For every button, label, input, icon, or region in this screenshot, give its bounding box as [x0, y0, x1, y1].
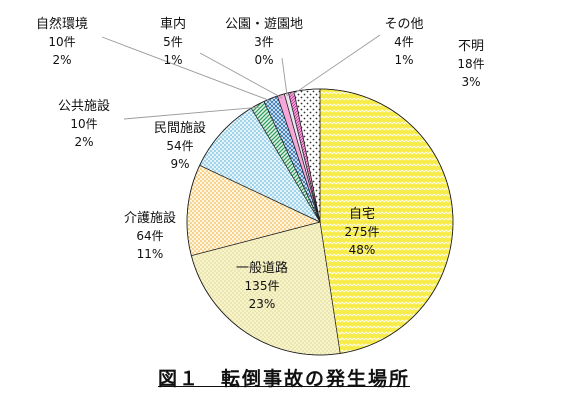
slice-label: 自宅 275件 48% — [345, 207, 380, 257]
slice-label-name: その他 — [384, 17, 423, 32]
slice-label-count: 64件 — [136, 229, 163, 243]
slice-label-count: 54件 — [166, 139, 193, 153]
leader-line — [199, 52, 282, 99]
slice-label-name: 民間施設 — [154, 120, 206, 136]
slice-label-percent: 3% — [461, 75, 480, 89]
slice-label: 車内 5件 1% — [160, 16, 186, 67]
slice-label: 不明 18件 3% — [457, 39, 484, 89]
slice-label-percent: 9% — [170, 157, 189, 171]
slice-label-name: 自然環境 — [36, 16, 88, 32]
slice-label-percent: 1% — [394, 53, 413, 67]
slice-label-count: 10件 — [70, 117, 97, 131]
slice-label-percent: 23% — [249, 297, 276, 311]
slice-label-name: 公園・遊園地 — [225, 17, 303, 32]
slice-label-percent: 1% — [163, 53, 182, 67]
leader-line — [281, 57, 288, 97]
slice-label-percent: 48% — [349, 243, 376, 257]
leader-line — [291, 34, 381, 96]
leader-line — [123, 106, 259, 120]
slice-label: 公園・遊園地 3件 0% — [225, 17, 303, 67]
leader-line — [101, 36, 272, 102]
slice-label-name: 車内 — [160, 16, 186, 32]
slice-label-percent: 2% — [52, 53, 71, 67]
slice-label-count: 135件 — [245, 279, 280, 293]
slice-label-count: 275件 — [345, 225, 380, 239]
pie-outline — [186, 88, 454, 356]
slice-label-count: 4件 — [394, 35, 414, 49]
slice-label-name: 一般道路 — [236, 260, 288, 276]
slice-label-name: 不明 — [458, 39, 484, 54]
slice-label: 介護施設 64件 11% — [124, 210, 176, 261]
slice-label: 民間施設 54件 9% — [154, 120, 206, 171]
slice-label-count: 3件 — [254, 35, 274, 49]
figure-caption: 図１ 転倒事故の発生場所 — [157, 368, 410, 390]
slice-label: 自然環境 10件 2% — [36, 16, 88, 67]
slice-label-name: 公共施設 — [58, 98, 110, 114]
slice-label-name: 自宅 — [349, 207, 375, 222]
slice-label-percent: 0% — [254, 53, 273, 67]
slice-label-percent: 11% — [137, 247, 164, 261]
slice-label-percent: 2% — [74, 135, 93, 149]
slice-label-count: 5件 — [163, 35, 183, 49]
slice-label: 公共施設 10件 2% — [58, 98, 110, 149]
slice-label: その他 4件 1% — [384, 17, 423, 67]
slice-label-name: 介護施設 — [124, 210, 176, 226]
slice-label: 一般道路 135件 23% — [236, 260, 288, 311]
slice-label-count: 18件 — [457, 57, 484, 71]
slice-label-count: 10件 — [48, 35, 75, 49]
pie-slice — [319, 88, 454, 354]
